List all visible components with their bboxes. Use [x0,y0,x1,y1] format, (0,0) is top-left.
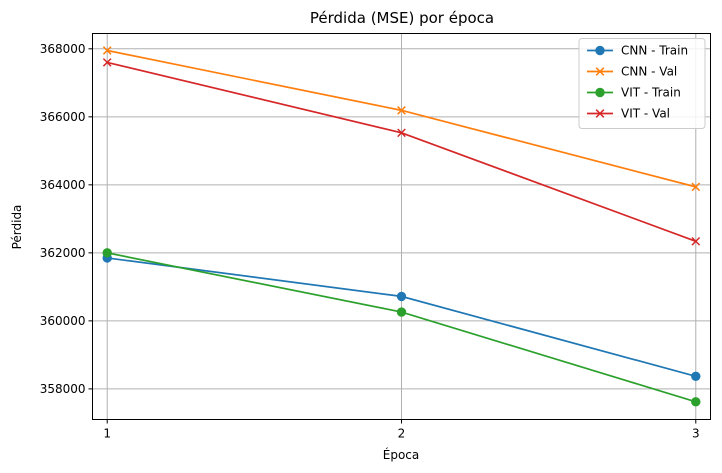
series-layer [102,46,701,407]
legend: CNN - Train CNN - Val VIT - Train VIT - Val [578,38,706,129]
y-tick-label: 364000 [40,178,86,192]
legend-marker-stroke [595,67,605,76]
data-point-vit-val-stroke [691,236,701,246]
legend-item: CNN - Val [587,65,677,79]
data-point-vit-val [691,236,701,246]
legend-label: CNN - Val [621,65,677,79]
data-point-cnn-val-stroke [102,46,112,55]
data-point-vit-val [102,58,112,67]
data-point-vit-train [396,307,407,317]
legend-label: VIT - Train [621,86,681,100]
legend-item: CNN - Train [587,44,688,58]
y-axis: 358000 360000 362000 364000 366000 368000 [40,42,93,396]
x-tick-label: 3 [692,427,700,441]
legend-box [578,38,706,129]
data-point-vit-train [691,397,701,407]
y-axis-label: Pérdida [10,205,24,250]
legend-label: CNN - Train [621,44,688,58]
y-tick-label: 366000 [40,110,86,124]
legend-label: VIT - Val [621,107,670,121]
legend-marker [595,45,605,56]
x-axis-label: Época [383,447,420,462]
data-point-cnn-train [691,371,701,382]
y-tick-label: 360000 [40,314,86,328]
legend-marker [595,109,605,118]
legend-marker [595,67,605,76]
y-tick-label: 368000 [40,42,86,56]
series-cnn-val [102,46,701,192]
series-vit-train [102,248,701,407]
data-point-vit-val-stroke [397,128,406,138]
chart-title: Pérdida (MSE) por época [310,9,494,27]
data-point-vit-train [102,248,112,258]
data-point-vit-val [397,128,406,138]
x-axis: 1 2 3 [103,419,700,441]
y-tick-label: 358000 [40,382,86,396]
x-tick-label: 1 [103,427,111,441]
legend-item: VIT - Val [587,107,670,121]
data-point-cnn-train [396,291,407,302]
legend-item: VIT - Train [587,86,681,100]
legend-marker [595,87,605,98]
data-point-cnn-val [102,46,112,55]
data-point-cnn-val [397,106,406,115]
series-vit-val [102,58,701,246]
y-tick-label: 362000 [40,246,86,260]
data-point-cnn-val [691,182,701,192]
data-point-cnn-val-stroke [691,182,701,192]
data-point-cnn-val-stroke [397,106,406,115]
legend-marker-stroke [595,109,605,118]
x-tick-label: 2 [398,427,406,441]
data-point-vit-val-stroke [102,58,112,67]
